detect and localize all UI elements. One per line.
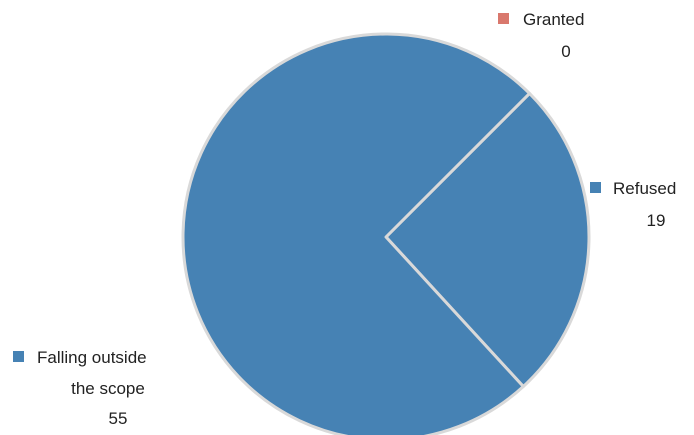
data-label-granted: Granted 0: [498, 10, 584, 61]
label-name-outside-scope-line1: Falling outside: [37, 348, 147, 367]
label-marker-refused: [590, 182, 601, 193]
pie-slices: [181, 32, 591, 435]
data-label-refused: Refused 19: [590, 179, 676, 230]
label-name-outside-scope-line2: the scope: [71, 379, 145, 398]
label-name-granted: Granted: [523, 10, 584, 29]
label-value-granted: 0: [561, 42, 570, 61]
label-marker-granted: [498, 13, 509, 24]
pie-slice-refused: [384, 91, 591, 389]
data-label-outside-scope: Falling outside the scope 55: [13, 348, 147, 428]
label-marker-outside-scope: [13, 351, 24, 362]
label-name-refused: Refused: [613, 179, 676, 198]
pie-slice-outside-scope: [181, 32, 532, 435]
label-value-outside-scope: 55: [109, 409, 128, 428]
label-value-refused: 19: [647, 211, 666, 230]
